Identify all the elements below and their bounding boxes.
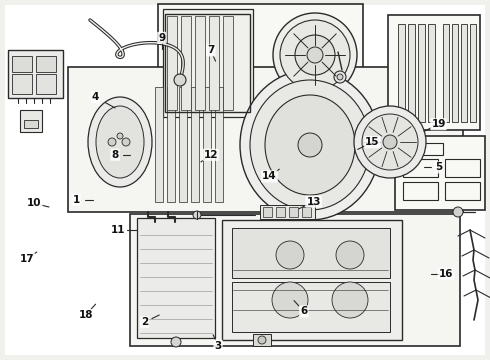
Bar (428, 24, 435, 122)
Text: 6: 6 (300, 306, 307, 316)
Text: 12: 12 (203, 150, 218, 160)
Bar (179, 87, 187, 202)
Circle shape (336, 241, 364, 269)
Circle shape (108, 138, 116, 146)
Bar (232, 228, 390, 278)
Ellipse shape (96, 106, 144, 178)
Bar (223, 16, 233, 110)
Circle shape (298, 133, 322, 157)
Bar (470, 24, 476, 122)
Bar (167, 16, 177, 110)
Bar (195, 16, 205, 110)
Circle shape (276, 241, 304, 269)
Bar (203, 87, 211, 202)
Bar (445, 182, 480, 200)
Bar (158, 4, 363, 122)
Bar (12, 56, 32, 72)
Circle shape (122, 138, 130, 146)
Circle shape (307, 47, 323, 63)
Bar (24, 120, 38, 128)
Text: 10: 10 (27, 198, 42, 208)
Text: 5: 5 (435, 162, 442, 172)
Bar (276, 207, 285, 217)
Bar (395, 136, 485, 210)
Text: 4: 4 (92, 92, 99, 102)
Text: 8: 8 (112, 150, 119, 160)
Circle shape (453, 207, 463, 217)
Circle shape (337, 74, 343, 80)
Bar (167, 87, 175, 202)
Circle shape (273, 13, 357, 97)
Circle shape (171, 337, 181, 347)
Bar (20, 110, 42, 132)
Text: 16: 16 (439, 269, 453, 279)
Text: 3: 3 (215, 341, 221, 351)
Bar (68, 67, 463, 212)
Text: 17: 17 (20, 254, 34, 264)
Text: 13: 13 (306, 197, 321, 207)
Text: 7: 7 (207, 45, 215, 55)
Bar (445, 159, 480, 177)
Circle shape (334, 71, 346, 83)
Circle shape (193, 211, 201, 219)
Ellipse shape (250, 80, 370, 210)
Text: 18: 18 (78, 310, 93, 320)
Circle shape (354, 106, 426, 178)
Bar (415, 143, 443, 155)
Bar (403, 182, 438, 200)
Bar (163, 9, 253, 117)
Bar (222, 220, 402, 340)
Text: 1: 1 (73, 195, 79, 205)
Circle shape (332, 282, 368, 318)
Circle shape (383, 135, 397, 149)
Circle shape (280, 20, 350, 90)
Ellipse shape (88, 97, 152, 187)
Bar (260, 205, 315, 219)
Bar (443, 24, 449, 122)
Bar (130, 214, 460, 346)
Bar (232, 282, 390, 332)
Circle shape (258, 336, 266, 344)
Bar (452, 24, 458, 122)
Bar (165, 14, 250, 112)
Bar (289, 207, 298, 217)
Circle shape (295, 35, 335, 75)
Bar (403, 159, 438, 177)
Text: 19: 19 (431, 119, 446, 129)
Bar (253, 334, 271, 346)
Bar (137, 218, 215, 338)
Bar (263, 207, 272, 217)
Bar (36, 74, 56, 94)
Bar (181, 16, 191, 110)
Bar (209, 16, 219, 110)
Circle shape (174, 74, 186, 86)
Ellipse shape (265, 95, 355, 195)
Circle shape (362, 114, 418, 170)
Text: 9: 9 (158, 33, 165, 43)
Bar (215, 87, 223, 202)
Bar (302, 207, 311, 217)
Bar (408, 24, 415, 122)
Text: 11: 11 (110, 225, 125, 235)
Text: 14: 14 (262, 171, 277, 181)
Bar (418, 24, 425, 122)
Circle shape (117, 133, 123, 139)
Circle shape (272, 282, 308, 318)
Bar (461, 24, 467, 122)
Bar (8, 50, 63, 98)
Bar (36, 56, 56, 72)
Bar (398, 24, 405, 122)
Bar (155, 87, 163, 202)
Text: 15: 15 (365, 137, 380, 147)
Bar (12, 74, 32, 94)
Ellipse shape (240, 70, 380, 220)
Text: 2: 2 (141, 317, 148, 327)
Bar (388, 15, 480, 130)
Bar (191, 87, 199, 202)
